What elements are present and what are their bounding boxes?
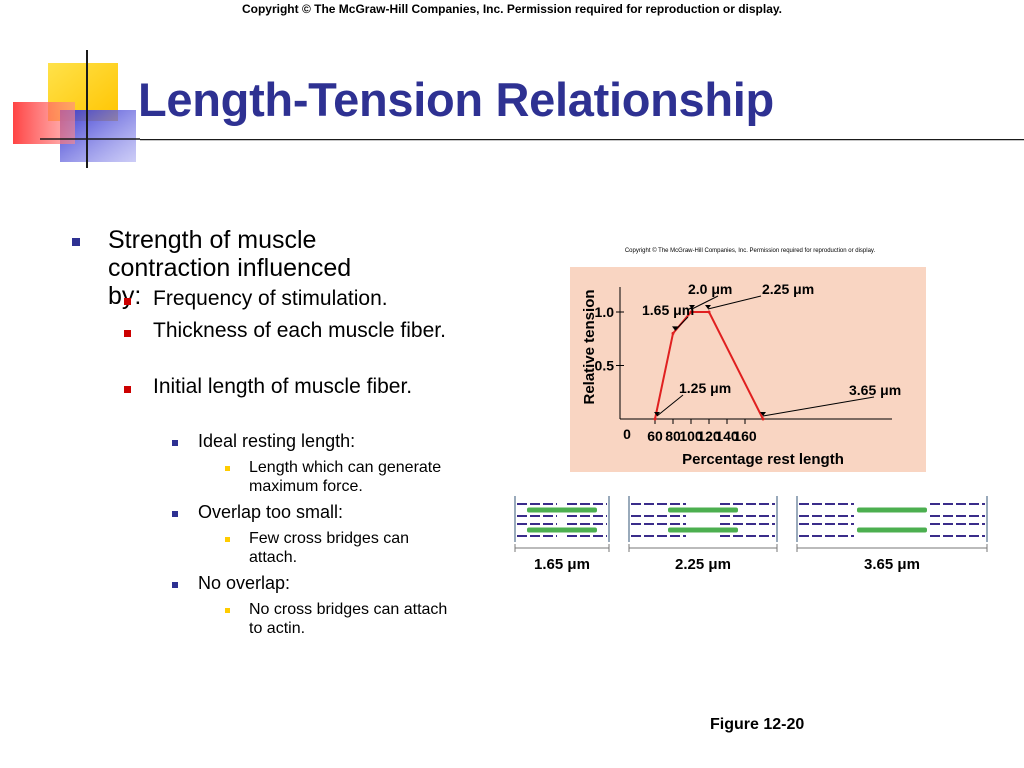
x-tick-label: 160: [733, 428, 757, 444]
annotation-label: 3.65 μm: [849, 382, 901, 398]
bullet-square-icon: [124, 330, 131, 337]
length-tension-chart: Relative tension Percentage rest length …: [570, 267, 926, 472]
x-tick-label: 120: [697, 428, 721, 444]
sarcomere-group: 1.65 μm 2.25 μm 3.65 μm: [514, 496, 988, 573]
bullet-level4: Few cross bridges can attach.: [249, 530, 410, 566]
bullet-level3: No overlap:: [198, 573, 291, 593]
annotation-arrow: [762, 396, 875, 417]
bullet-square-icon: [124, 298, 131, 305]
sarcomere-length-label: 3.65 μm: [864, 556, 920, 573]
bullet-level3: Overlap too small:: [198, 502, 344, 522]
x-tick-label: 100: [679, 428, 703, 444]
bullet-level4: Length which can generate maximum force.: [249, 459, 442, 495]
chart-axes: [619, 287, 892, 420]
data-point: [671, 331, 675, 335]
myosin-filament: [668, 507, 738, 513]
arrowhead-icon: [672, 326, 678, 331]
annotation-label: 1.65 μm: [642, 302, 694, 318]
y-axis-label: Relative tension: [581, 289, 598, 404]
x-tick-label: 140: [715, 428, 739, 444]
bullet-square-icon: [124, 386, 131, 393]
annotation-arrow: [691, 295, 719, 310]
slide-title: Length-Tension Relationship: [138, 73, 774, 126]
bullet-square-icon: [172, 440, 178, 446]
bullet-level1: Strength of muscle contraction influence…: [108, 226, 352, 310]
sarcomere-diagrams: 1.65 μm 2.25 μm 3.65 μm: [514, 496, 988, 573]
data-point: [689, 310, 693, 314]
annotation-arrow: [674, 316, 689, 331]
bullet-level2: Initial length of muscle fiber.: [153, 375, 413, 398]
bullet-square-icon: [172, 582, 178, 588]
x-axis-label: Percentage rest length: [682, 451, 844, 468]
data-point: [761, 417, 765, 421]
annotation-arrow: [707, 295, 762, 310]
arrowhead-icon: [689, 305, 695, 309]
bullet-square-icon: [225, 466, 230, 471]
arrowhead-icon: [654, 412, 660, 416]
x-tick-label: 0: [623, 426, 631, 442]
annotation-label: 2.25 μm: [762, 281, 814, 297]
y-tick-label: 0.5: [595, 358, 615, 374]
bullet-level2: Thickness of each muscle fiber.: [153, 319, 446, 342]
arrowhead-icon: [760, 412, 766, 416]
bullet-level3: Ideal resting length:: [198, 431, 356, 451]
myosin-filament: [668, 527, 738, 533]
arrowhead-icon: [705, 305, 711, 309]
annotation-arrow: [656, 394, 684, 417]
myosin-filament: [527, 507, 597, 513]
decorative-squares: [13, 50, 140, 168]
bullet-square-icon: [72, 238, 80, 246]
chart-background: [570, 267, 926, 472]
title-underline: [140, 139, 1024, 141]
copyright-notice: Copyright © The McGraw-Hill Companies, I…: [241, 2, 783, 16]
figure-copyright: Copyright © The McGraw-Hill Companies, I…: [624, 248, 876, 254]
y-tick-label: 1.0: [595, 304, 615, 320]
annotation-label: 2.0 μm: [688, 281, 732, 297]
myosin-filament: [857, 527, 927, 533]
bullet-level2: Frequency of stimulation.: [153, 287, 388, 310]
sarcomere-length-label: 2.25 μm: [675, 556, 731, 573]
chart-series: [653, 310, 765, 421]
x-tick-label: 80: [665, 428, 681, 444]
annotation-label: 1.25 μm: [679, 380, 731, 396]
chart-annotations: 1.25 μm 1.65 μm 2.0 μm 2.25 μm 3.65 μm: [642, 281, 901, 417]
sarcomere-length-label: 1.65 μm: [534, 556, 590, 573]
myosin-filament: [527, 527, 597, 533]
figure-label: Figure 12-20: [710, 716, 805, 733]
myosin-filament: [857, 507, 927, 513]
x-tick-label: 60: [647, 428, 663, 444]
bullet-level4: No cross bridges can attach to actin.: [249, 601, 448, 637]
bullet-square-icon: [225, 537, 230, 542]
data-point: [707, 310, 711, 314]
data-point: [653, 417, 657, 421]
bullet-square-icon: [172, 511, 178, 517]
bullet-square-icon: [225, 608, 230, 613]
